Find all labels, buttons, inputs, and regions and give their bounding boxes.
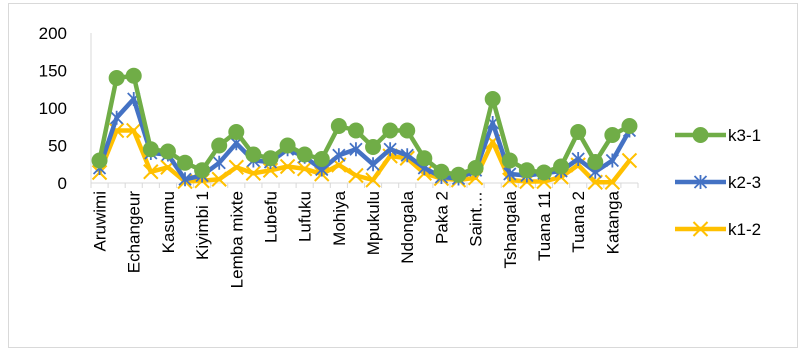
legend-point (692, 221, 709, 237)
series-k3-1-point (245, 146, 262, 163)
legend: k3-1 k2-3 k1-2 (675, 126, 761, 239)
series-k3-1-point (621, 118, 638, 134)
series-k2-3-point (571, 152, 585, 166)
series-k2-3-point (212, 155, 226, 170)
series-k1-2-point (621, 152, 638, 169)
series-k3-1-point (416, 150, 433, 167)
series-k1-2-point (245, 165, 262, 181)
series-k3-1-point (570, 124, 587, 140)
series-k3-1-point (228, 124, 245, 140)
legend-item-k2-3: k2-3 (675, 173, 761, 192)
series-k3-1-point (450, 166, 467, 183)
series-k3-1-point (365, 139, 382, 155)
x-tick-label: Kiyimbi 1 (193, 191, 212, 260)
y-tick-label: 200 (39, 24, 67, 43)
series-k2-3-point (383, 142, 397, 157)
x-tick-label: Kasumu (159, 191, 178, 253)
series-k3-1-point (382, 122, 399, 139)
series-k3-1-point (159, 143, 176, 160)
series-k1-2-point (348, 167, 364, 184)
x-axis: Aruwimi Echangeur Kasumu Kiyimbi 1 Lemba mix… (90, 182, 639, 288)
series-k3-1-point (467, 160, 484, 176)
y-tick-label: 100 (39, 99, 67, 118)
series-k3-1-point (108, 70, 125, 86)
y-tick-label: 0 (58, 174, 67, 193)
legend-item-k1-2: k1-2 (675, 220, 761, 239)
series-k3-1-point (347, 122, 364, 139)
series-k3-1-point (142, 141, 159, 158)
series-k3-1-point (296, 146, 313, 163)
series-k3-1-point (91, 152, 108, 169)
series-k2-3-point (178, 172, 192, 187)
series-k2-3-point (349, 142, 363, 157)
legend-label: k3-1 (728, 126, 761, 145)
x-tick-label: Paka 2 (432, 191, 451, 244)
series-k3-1-point (587, 154, 604, 170)
series-k1-2-point (143, 164, 159, 180)
x-tick-label: Tuana 2 (569, 191, 588, 253)
x-tick-label: Echangeur (125, 191, 144, 274)
series-k3-1-point (211, 137, 228, 154)
y-axis: 0 50 100 150 200 (39, 24, 92, 193)
x-tick-label: Mpukulu (364, 191, 383, 255)
series-k3-1-point (177, 154, 194, 171)
series-k1-2-point (296, 161, 313, 177)
series-k3-1-point (125, 67, 142, 84)
x-tick-label: Ndongala (398, 190, 417, 263)
x-tick-label: Katanga (603, 190, 622, 254)
x-tick-label: Mohiya (330, 190, 349, 245)
series-k3-1-point (262, 150, 279, 167)
x-tick-label: Lufuku (296, 191, 315, 242)
series-k2-3-point (332, 148, 346, 163)
legend-point (692, 127, 709, 143)
x-tick-label: Lemba mixte (227, 191, 246, 288)
legend-label: k1-2 (728, 220, 761, 239)
series-k1-2-point (365, 172, 381, 188)
series-k2-3-point (366, 157, 380, 172)
series-k3-1-point (194, 162, 211, 179)
series-k2-3-point (400, 148, 414, 163)
series-k3-1 (91, 67, 638, 183)
y-tick-label: 50 (48, 137, 67, 156)
series-k3-1-point (433, 163, 450, 180)
legend-point (693, 175, 708, 189)
series-k1-2-point (604, 174, 621, 190)
x-tick-label: Saint… (467, 191, 486, 247)
series-k3-1-point (518, 162, 535, 179)
x-tick-label: Tshangala (501, 190, 520, 268)
series-k1-2-point (211, 171, 227, 187)
series-k1-2-point (126, 122, 142, 139)
series-k3-1-point (399, 122, 416, 139)
series-k2-3-point (110, 110, 124, 125)
series-k1-2-point (228, 159, 245, 175)
x-tick-label: Tuana 11 (535, 191, 554, 261)
y-tick-label: 150 (39, 62, 67, 81)
legend-label: k2-3 (728, 173, 761, 192)
series-k3-1-point (535, 164, 552, 181)
series-k2-3-point (605, 153, 619, 168)
series-k3-1-point (553, 158, 570, 175)
series-k3-1-point (501, 152, 518, 169)
legend-item-k3-1: k3-1 (675, 126, 761, 145)
line-chart: 0 50 100 150 200 Aruwimi Echangeur Kasumu Kiyim… (39, 24, 761, 288)
x-tick-label: Lubefu (261, 191, 280, 243)
series-k3-1-point (313, 151, 330, 167)
plot-lines (91, 67, 638, 190)
series-k3-1-point (330, 118, 347, 134)
series-k3-1-point (604, 127, 621, 143)
x-tick-label: Aruwimi (91, 191, 110, 251)
series-k3-1-point (484, 91, 501, 107)
series-k2-3-point (503, 167, 517, 181)
series-k1-2-point (279, 158, 296, 175)
series-k3-1-point (279, 137, 296, 154)
chart-frame: 0 50 100 150 200 Aruwimi Echangeur Kasumu Kiyim… (8, 3, 798, 348)
